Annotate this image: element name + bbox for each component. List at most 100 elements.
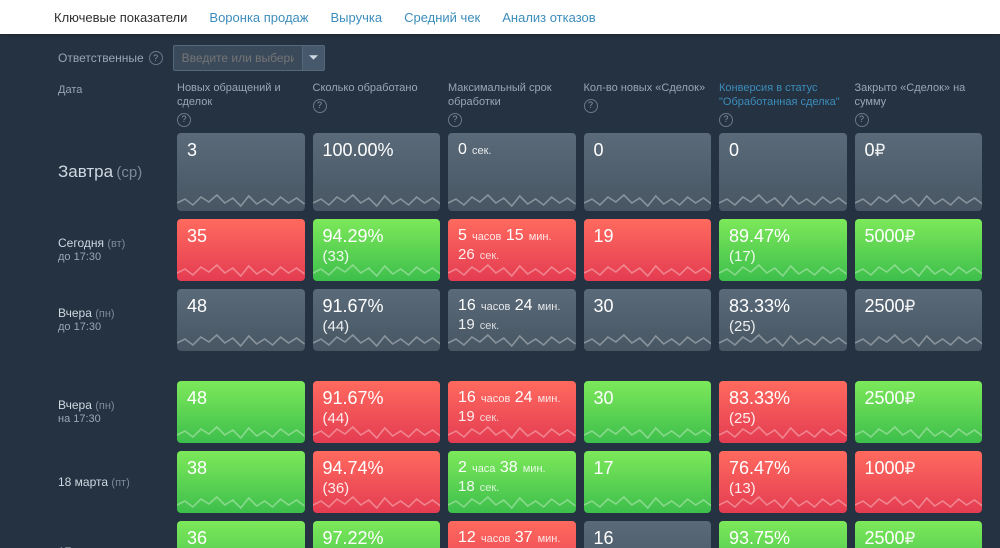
metric-card: 83.33%(25) (719, 381, 847, 443)
sparkline (719, 329, 847, 351)
row-label: 18 марта (пт) (58, 451, 169, 513)
table-row: 18 марта (пт)3894.74%(36)2 часа 38 мин.1… (58, 451, 982, 513)
filter-bar: Ответственные ? (0, 34, 1000, 82)
sparkline (177, 189, 305, 211)
sparkline (448, 189, 576, 211)
column-header: Сколько обработано? (313, 82, 441, 127)
help-icon[interactable]: ? (855, 113, 869, 127)
column-header: Максимальный срок обработки? (448, 82, 576, 127)
metric-card: 0₽ (855, 133, 983, 211)
sparkline (855, 189, 983, 211)
metric-card: 5000₽ (855, 219, 983, 281)
sparkline (448, 259, 576, 281)
help-icon[interactable]: ? (149, 51, 163, 65)
tab-rejections[interactable]: Анализ отказов (502, 10, 595, 25)
metric-card: 3 (177, 133, 305, 211)
metric-card: 0 сек. (448, 133, 576, 211)
sparkline (584, 189, 712, 211)
sparkline (855, 329, 983, 351)
table-row: Завтра (ср)3100.00%0 сек.000₽ (58, 133, 982, 211)
header-row: Дата Новых обращений и сделок? Сколько о… (58, 82, 982, 127)
metric-card: 2500₽ (855, 521, 983, 548)
sparkline (584, 491, 712, 513)
metric-card: 83.33%(25) (719, 289, 847, 351)
help-icon[interactable]: ? (177, 113, 191, 127)
sparkline (855, 491, 983, 513)
row-label: 17 марта (чт) (58, 521, 169, 548)
sparkline (313, 189, 441, 211)
metric-card: 5 часов 15 мин.26 сек. (448, 219, 576, 281)
metric-card: 91.67%(44) (313, 289, 441, 351)
sparkline (177, 421, 305, 443)
help-icon[interactable]: ? (584, 99, 598, 113)
help-icon[interactable]: ? (719, 113, 733, 127)
metric-card: 100.00% (313, 133, 441, 211)
metric-card: 91.67%(44) (313, 381, 441, 443)
metric-card: 97.22% (313, 521, 441, 548)
table-row: 17 марта (чт) 36 97.22% 12 часов 37 мин. 16 9… (58, 521, 982, 548)
responsible-input[interactable] (173, 45, 303, 71)
table-row: Вчера (пн)на 17:304891.67%(44)16 часов 2… (58, 381, 982, 443)
metric-card: 93.75% (719, 521, 847, 548)
sparkline (313, 259, 441, 281)
column-header-link[interactable]: Конверсия в статус "Обработанная сделка"… (719, 82, 847, 127)
table-row: Вчера (пн)до 17:304891.67%(44)16 часов 2… (58, 289, 982, 351)
sparkline (448, 421, 576, 443)
metric-card: 2500₽ (855, 289, 983, 351)
metric-card: 16 (584, 521, 712, 548)
metric-card: 76.47%(13) (719, 451, 847, 513)
metric-card: 48 (177, 289, 305, 351)
column-header: Кол-во новых «Сделок»? (584, 82, 712, 127)
sparkline (719, 421, 847, 443)
sparkline (448, 491, 576, 513)
metric-card: 30 (584, 381, 712, 443)
sparkline (313, 329, 441, 351)
metric-card: 89.47%(17) (719, 219, 847, 281)
sparkline (584, 421, 712, 443)
metric-card: 94.74%(36) (313, 451, 441, 513)
sparkline (177, 259, 305, 281)
metric-card: 48 (177, 381, 305, 443)
sparkline (719, 259, 847, 281)
responsible-select[interactable] (173, 45, 325, 71)
metric-card: 19 (584, 219, 712, 281)
tab-key-metrics[interactable]: Ключевые показатели (54, 10, 187, 25)
metric-card: 0 (584, 133, 712, 211)
sparkline (719, 189, 847, 211)
sparkline (855, 259, 983, 281)
metric-card: 35 (177, 219, 305, 281)
metric-card: 36 (177, 521, 305, 548)
metric-card: 17 (584, 451, 712, 513)
metric-card: 2 часа 38 мин.18 сек. (448, 451, 576, 513)
top-tabs: Ключевые показатели Воронка продаж Выруч… (0, 0, 1000, 34)
row-label: Сегодня (вт)до 17:30 (58, 219, 169, 281)
tab-funnel[interactable]: Воронка продаж (209, 10, 308, 25)
sparkline (448, 329, 576, 351)
help-icon[interactable]: ? (313, 99, 327, 113)
column-header: Закрыто «Сделок» на сумму? (855, 82, 983, 127)
sparkline (719, 491, 847, 513)
sparkline (313, 421, 441, 443)
tab-revenue[interactable]: Выручка (331, 10, 383, 25)
table-row: Сегодня (вт)до 17:303594.29%(33)5 часов … (58, 219, 982, 281)
metric-card: 38 (177, 451, 305, 513)
metric-card: 1000₽ (855, 451, 983, 513)
sparkline (584, 329, 712, 351)
column-date-header: Дата (58, 82, 169, 127)
chevron-down-icon[interactable] (303, 45, 325, 71)
help-icon[interactable]: ? (448, 113, 462, 127)
column-header: Новых обращений и сделок? (177, 82, 305, 127)
sparkline (313, 491, 441, 513)
metric-card: 16 часов 24 мин.19 сек. (448, 289, 576, 351)
sparkline (177, 491, 305, 513)
metric-card: 0 (719, 133, 847, 211)
tab-avg-check[interactable]: Средний чек (404, 10, 480, 25)
row-label: Вчера (пн)до 17:30 (58, 289, 169, 351)
metric-card: 16 часов 24 мин.19 сек. (448, 381, 576, 443)
metric-card: 30 (584, 289, 712, 351)
sparkline (584, 259, 712, 281)
metrics-grid: Дата Новых обращений и сделок? Сколько о… (0, 82, 1000, 548)
metric-card: 12 часов 37 мин. (448, 521, 576, 548)
metric-card: 2500₽ (855, 381, 983, 443)
row-label: Вчера (пн)на 17:30 (58, 381, 169, 443)
